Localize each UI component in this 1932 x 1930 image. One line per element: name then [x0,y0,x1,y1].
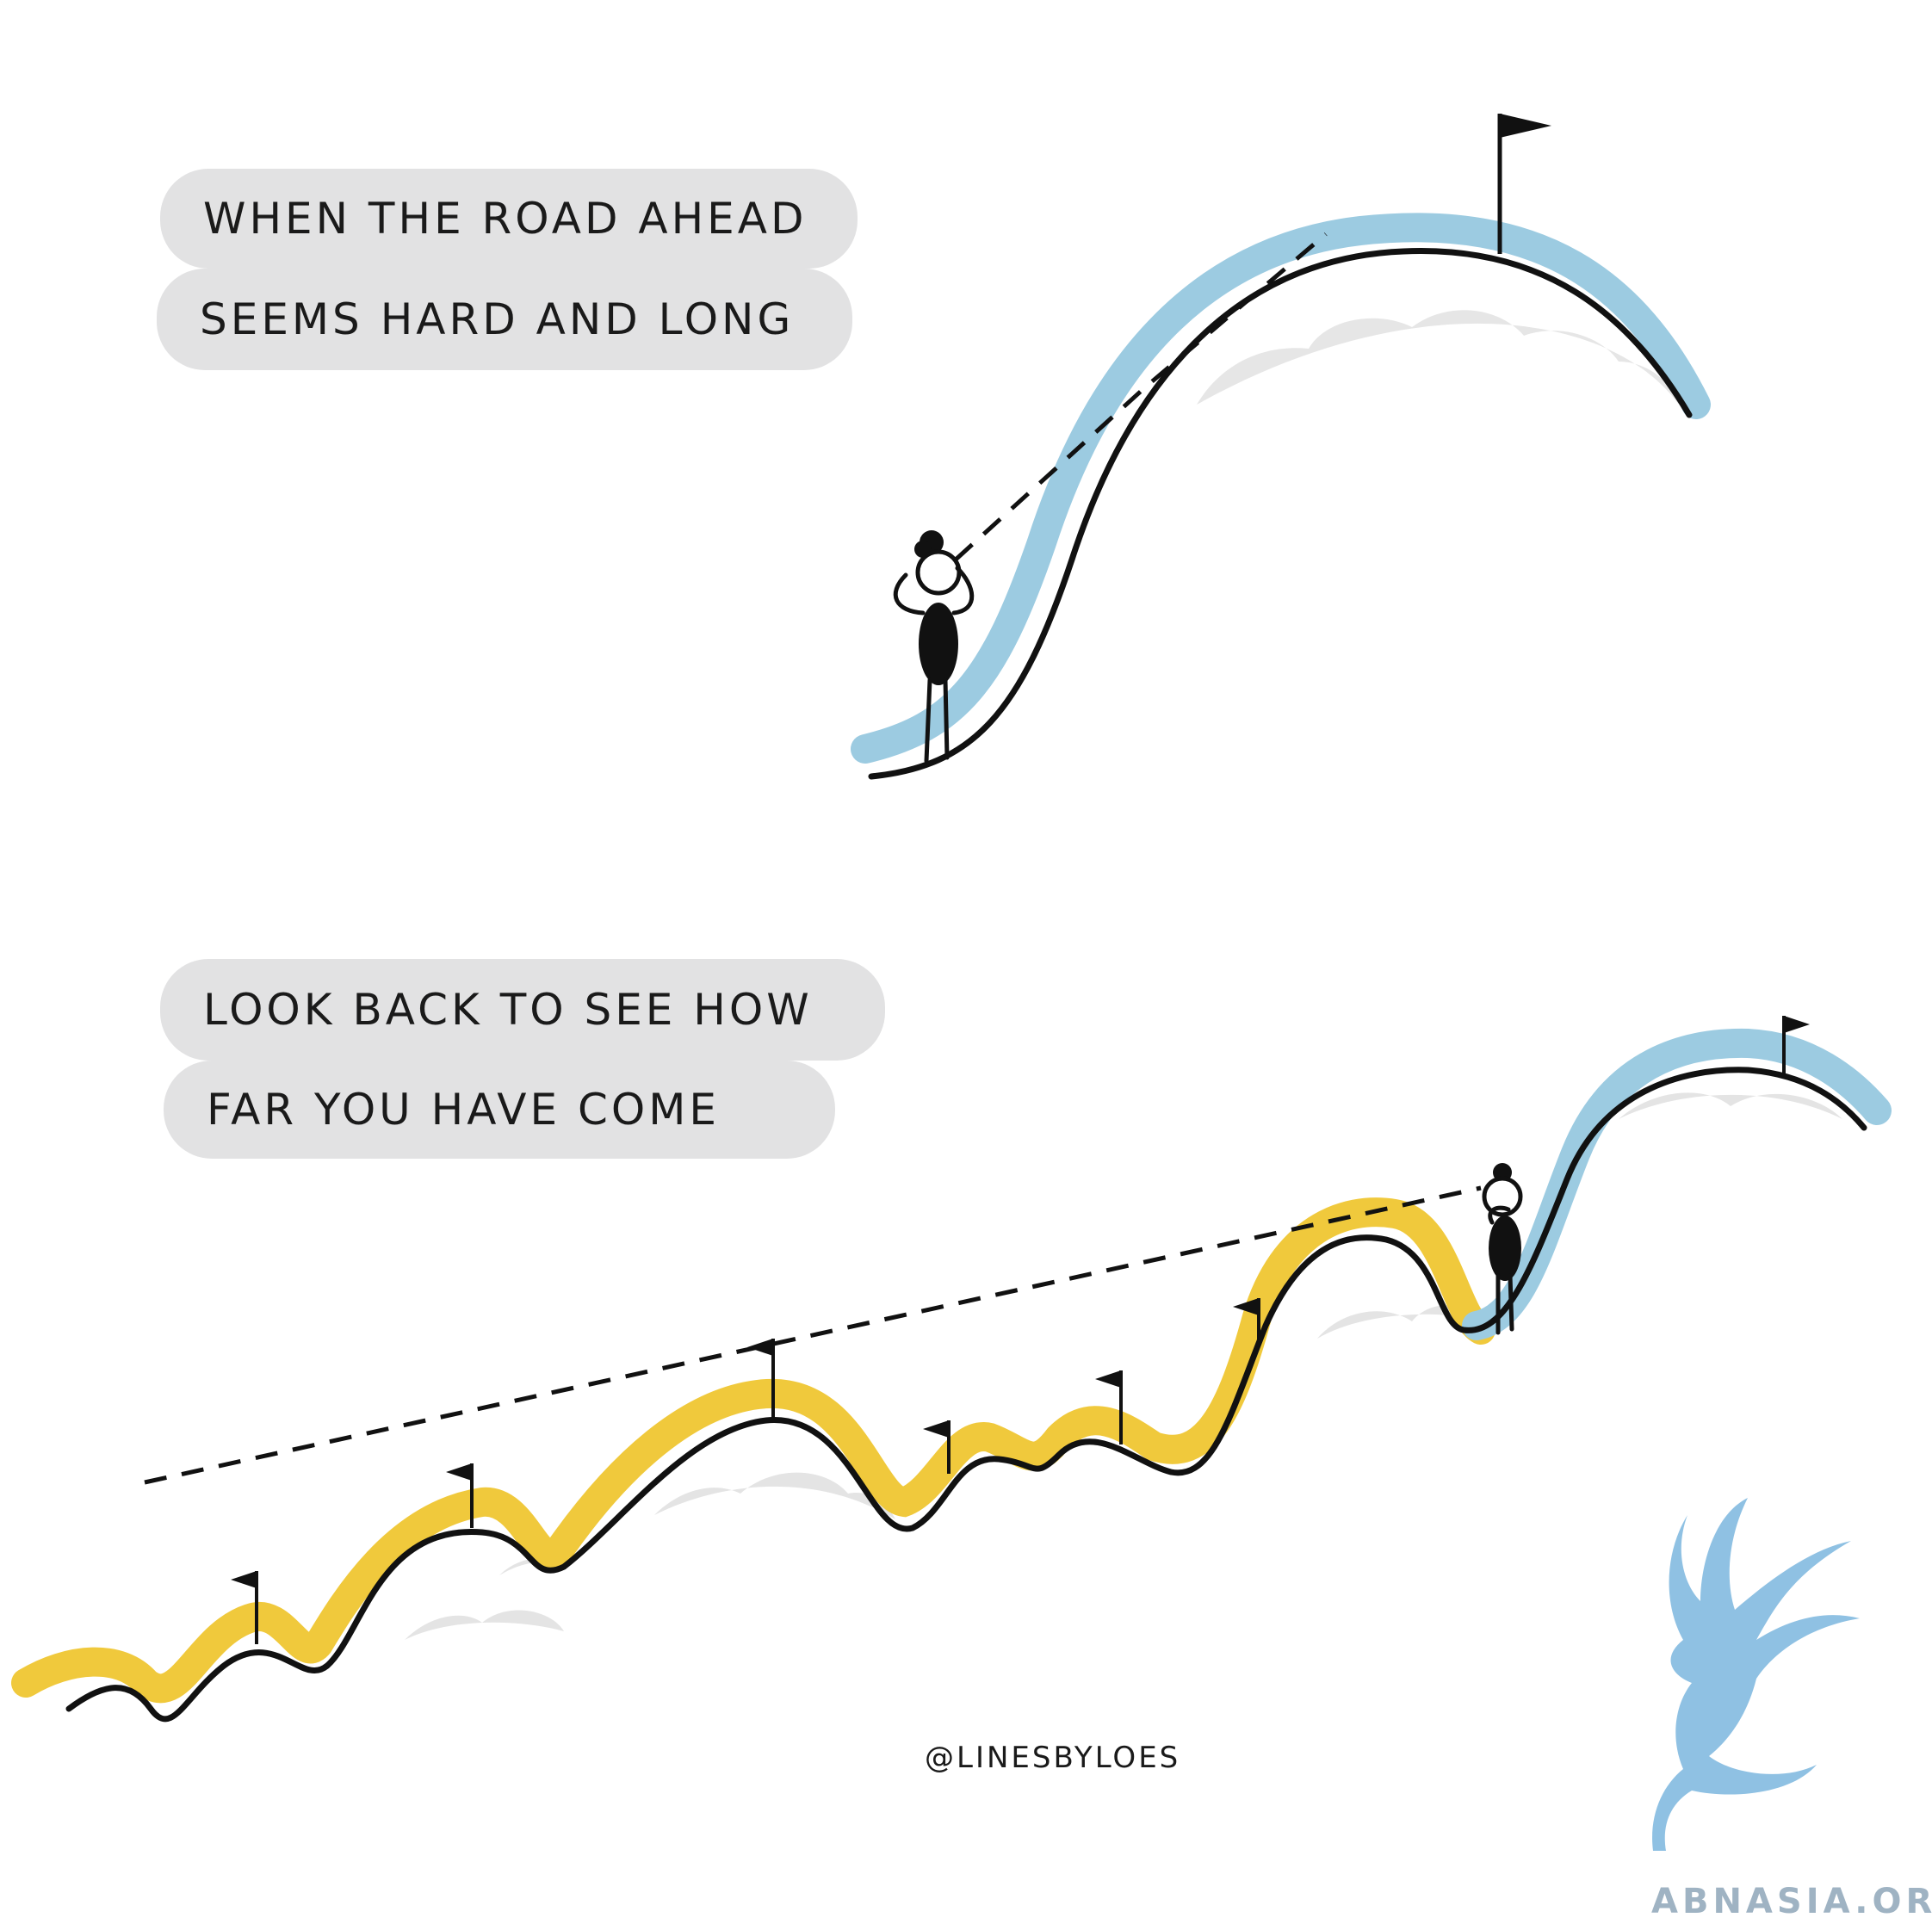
person-looking-back [1482,1163,1523,1335]
caption-text: WHEN THE ROAD AHEAD [203,194,808,244]
watermark-griffin-logo [1652,1498,1860,1851]
cloud-shadow [405,1610,564,1640]
watermark-text: ABNASIA.ORG [1651,1882,1932,1921]
cloud-shadow [1619,1092,1842,1119]
sightline-dashed [954,232,1328,561]
flag-icon [231,1571,258,1644]
caption-text: FAR YOU HAVE COME [207,1085,720,1135]
road-behind-yellow [11,1197,1495,1704]
flag-icon [446,1463,474,1528]
caption-bottom-line2: FAR YOU HAVE COME [164,1061,835,1159]
caption-top-line1: WHEN THE ROAD AHEAD [160,169,858,269]
flag-icon [1497,114,1551,254]
top-panel [851,114,1711,780]
caption-top-line2: SEEMS HARD AND LONG [157,269,852,370]
person-worried [893,530,975,764]
road-ahead-blue [851,213,1711,764]
ground-line [868,248,1693,780]
cloud-shadow [654,1472,895,1519]
bottom-panel [11,1016,1892,1723]
caption-text: LOOK BACK TO SEE HOW [203,985,813,1035]
cloud-shadows [405,1092,1842,1640]
artist-credit: @LINESBYLOES [925,1741,1181,1775]
sightline-dashed [144,1185,1482,1485]
cloud-shadow [1197,310,1679,405]
flag-icon [747,1339,775,1419]
flag-icon [1782,1016,1810,1074]
flags [231,1016,1810,1644]
caption-text: SEEMS HARD AND LONG [200,294,795,344]
flag-icon [923,1420,951,1474]
flag-icon [1095,1370,1123,1444]
caption-bottom-line1: LOOK BACK TO SEE HOW [160,959,885,1061]
cloud-shadow [1317,1305,1481,1339]
flag-icon [1233,1298,1260,1343]
